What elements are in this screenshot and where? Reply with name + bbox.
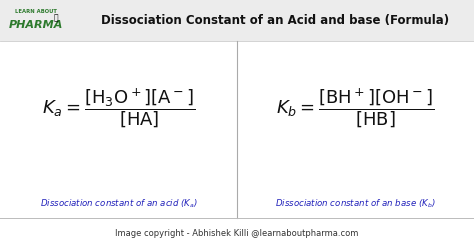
Text: Dissociation constant of an acid ($K_a$): Dissociation constant of an acid ($K_a$) bbox=[39, 198, 198, 210]
Text: Dissociation Constant of an Acid and base (Formula): Dissociation Constant of an Acid and bas… bbox=[101, 14, 449, 27]
Text: Dissociation constant of an base ($K_b$): Dissociation constant of an base ($K_b$) bbox=[275, 198, 436, 210]
Text: PHARMA: PHARMA bbox=[9, 20, 63, 30]
Text: LEARN ABOUT: LEARN ABOUT bbox=[15, 9, 56, 14]
Bar bbox=[0, 0, 474, 41]
Text: 🌿: 🌿 bbox=[54, 14, 58, 23]
Text: $K_a = \dfrac{[\mathrm{H_3O^+}][\mathrm{A^-}]}{[\mathrm{HA}]}$: $K_a = \dfrac{[\mathrm{H_3O^+}][\mathrm{… bbox=[42, 87, 195, 130]
Text: Image copyright - Abhishek Killi @learnaboutpharma.com: Image copyright - Abhishek Killi @learna… bbox=[115, 229, 359, 238]
Text: $K_b = \dfrac{[\mathrm{BH^+}][\mathrm{OH^-}]}{[\mathrm{HB}]}$: $K_b = \dfrac{[\mathrm{BH^+}][\mathrm{OH… bbox=[276, 87, 435, 130]
